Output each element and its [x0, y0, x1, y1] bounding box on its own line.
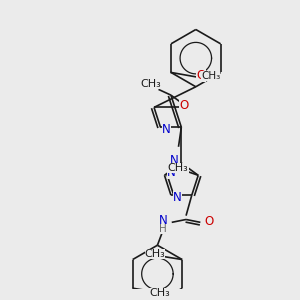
Text: CH₃: CH₃: [145, 249, 165, 259]
Text: CH₃: CH₃: [168, 163, 189, 173]
Text: CH₃: CH₃: [140, 79, 161, 89]
Text: N: N: [173, 190, 182, 203]
Text: N: N: [167, 166, 176, 179]
Text: N: N: [159, 214, 167, 227]
Text: CH₃: CH₃: [201, 71, 220, 81]
Text: N: N: [170, 154, 179, 167]
Text: CH₃: CH₃: [149, 288, 170, 298]
Text: H: H: [159, 224, 167, 234]
Text: N: N: [162, 123, 171, 136]
Text: O: O: [179, 99, 189, 112]
Text: O: O: [204, 215, 214, 228]
Text: O: O: [196, 69, 206, 82]
